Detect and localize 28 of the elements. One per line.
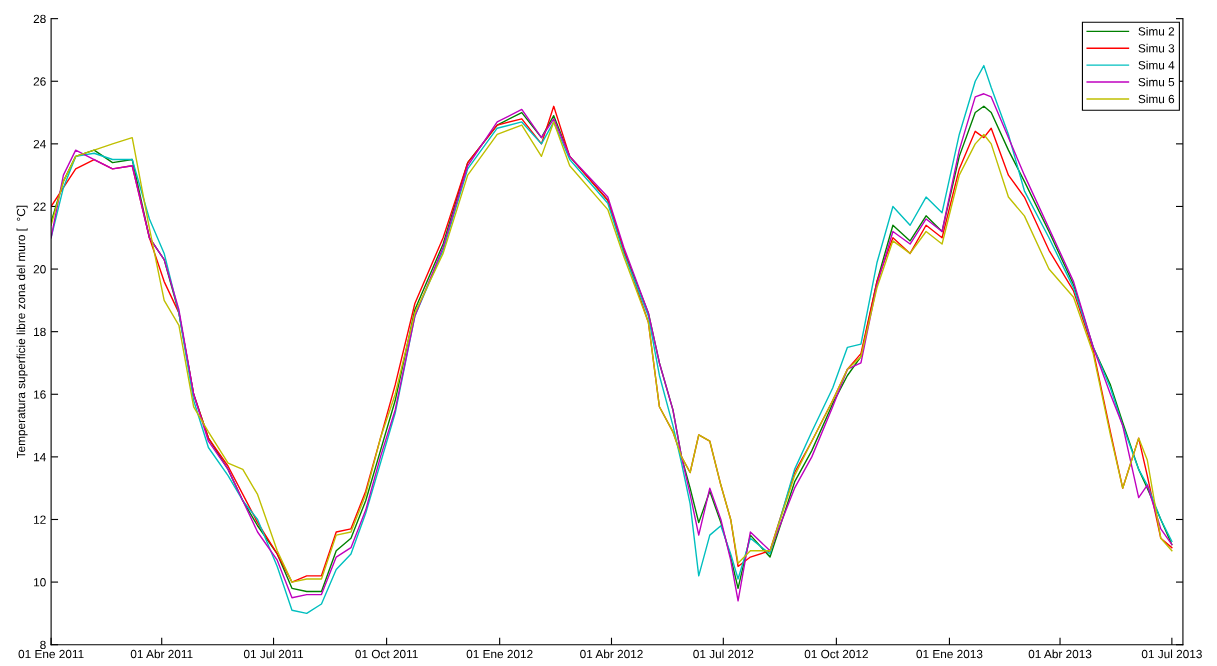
legend-label: Simu 2 (1138, 26, 1175, 36)
x-tick-label: 01 Abr 2011 (130, 649, 193, 659)
y-tick-label: 22 (33, 202, 46, 211)
y-tick-label: 14 (34, 453, 46, 462)
x-tick-label: 01 Abr 2013 (1028, 649, 1092, 659)
y-tick-label: 10 (34, 578, 46, 587)
y-tick-label: 26 (33, 77, 46, 86)
x-tick-label: 01 Jul 2012 (693, 649, 754, 659)
y-tick-label: 20 (33, 265, 46, 274)
x-tick-label: 01 Oct 2011 (355, 649, 418, 659)
y-tick-label: 18 (34, 327, 46, 337)
x-tick-label: 01 Jul 2013 (1141, 649, 1202, 659)
legend-label: Simu 6 (1138, 94, 1175, 104)
y-tick-label: 12 (34, 515, 46, 524)
y-tick-label: 28 (33, 14, 46, 24)
x-tick-label: 01 Jul 2011 (243, 649, 304, 659)
x-tick-label: 01 Abr 2012 (580, 649, 643, 659)
x-tick-label: 01 Ene 2012 (466, 649, 533, 659)
legend-label: Simu 5 (1138, 77, 1175, 87)
x-tick-label: 01 Oct 2012 (804, 649, 868, 659)
legend-label: Simu 4 (1138, 60, 1175, 70)
y-tick-label: 24 (33, 139, 46, 149)
y-axis-title: Temperatura superficie libre zona del muro [ °C] (16, 205, 28, 459)
legend-label: Simu 3 (1138, 43, 1175, 53)
y-tick-label: 8 (40, 640, 46, 650)
x-tick-label: 01 Ene 2013 (916, 649, 983, 659)
y-tick-label: 16 (34, 390, 46, 399)
x-tick-label: 01 Ene 2011 (18, 649, 84, 659)
